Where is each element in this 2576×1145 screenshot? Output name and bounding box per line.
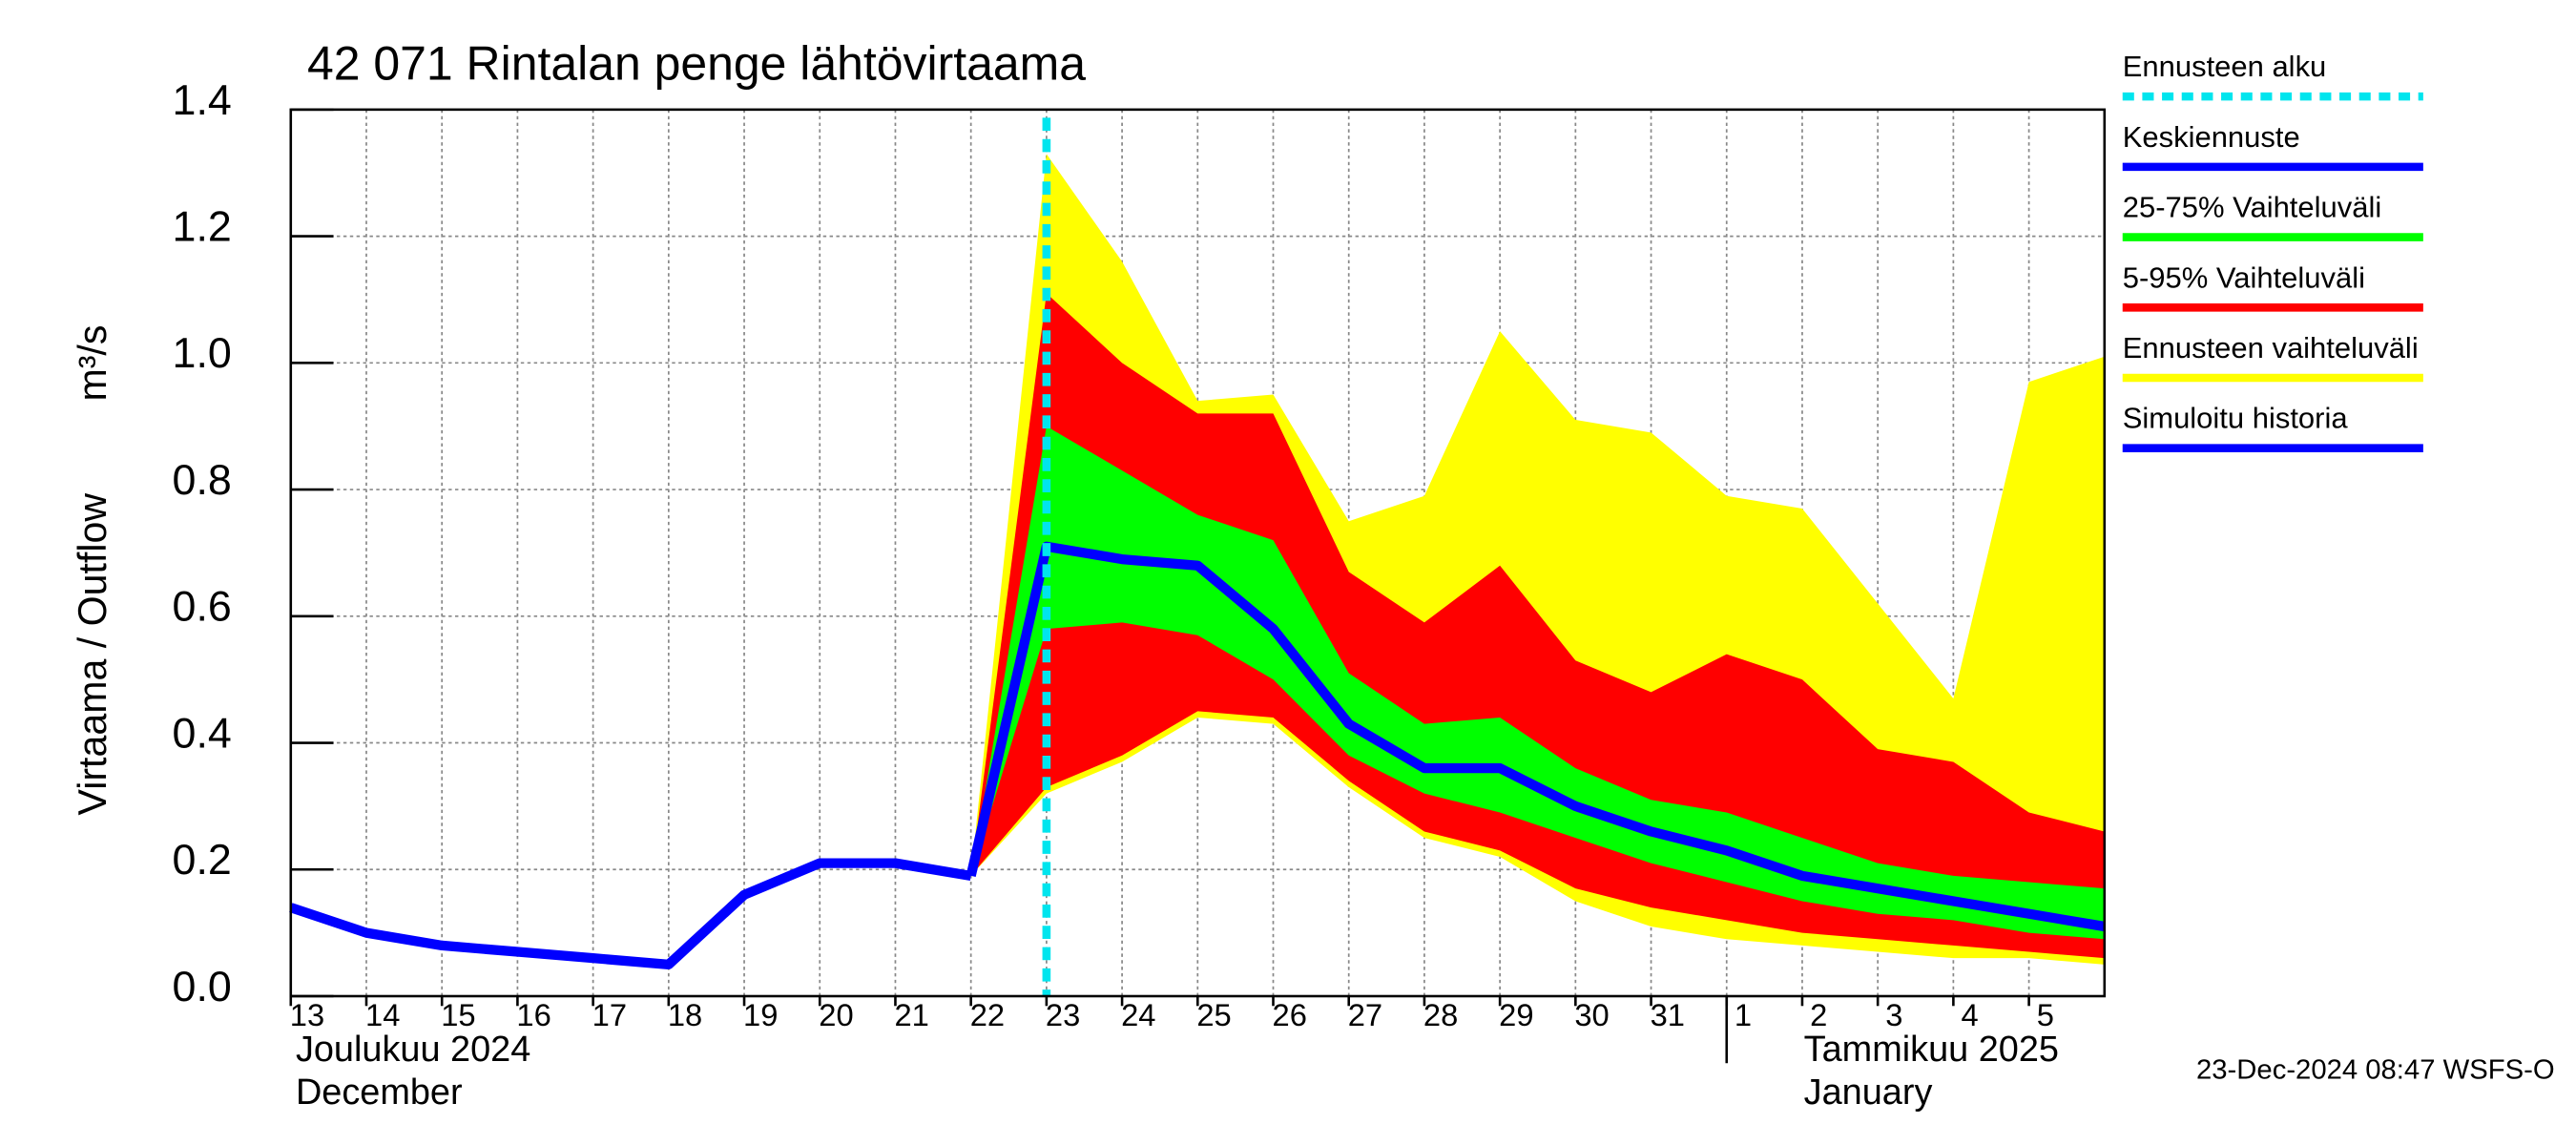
y-tick-label: 0.6 (173, 584, 232, 631)
x-tick-label: 18 (668, 997, 702, 1032)
x-tick-label: 15 (441, 997, 475, 1032)
y-tick-label: 1.0 (173, 330, 232, 377)
x-tick-label: 1 (1735, 997, 1752, 1032)
x-tick-label: 20 (819, 997, 853, 1032)
band (970, 426, 2105, 940)
line (966, 541, 2106, 932)
legend-label: 25-75% Vaihteluväli (2123, 191, 2381, 224)
line (289, 858, 972, 969)
month-label: January (1804, 1072, 1933, 1113)
legend-label: 5-95% Vaihteluväli (2123, 260, 2365, 294)
x-tick-label: 19 (743, 997, 778, 1032)
y-tick-label: 1.4 (173, 77, 232, 124)
x-tick-label: 23 (1046, 997, 1080, 1032)
chart-title: 42 071 Rintalan penge lähtövirtaama (307, 37, 1086, 91)
x-tick-label: 26 (1273, 997, 1307, 1032)
legend-label: Keskiennuste (2123, 120, 2300, 154)
y-tick-label: 0.2 (173, 837, 232, 884)
x-tick-label: 27 (1348, 997, 1382, 1032)
month-label: Tammikuu 2025 (1804, 1030, 2059, 1070)
x-tick-label: 24 (1121, 997, 1155, 1032)
x-tick-label: 29 (1499, 997, 1533, 1032)
month-label: Joulukuu 2024 (296, 1030, 530, 1070)
x-tick-label: 30 (1574, 997, 1609, 1032)
legend-label: Ennusteen vaihteluväli (2123, 331, 2419, 364)
legend-label: Ennusteen alku (2123, 50, 2327, 83)
x-tick-label: 25 (1196, 997, 1231, 1032)
x-tick-label: 5 (2037, 997, 2054, 1032)
x-tick-label: 13 (290, 997, 324, 1032)
y-axis-unit: m³/s (71, 325, 114, 402)
y-tick-label: 0.8 (173, 457, 232, 504)
y-tick-label: 0.4 (173, 711, 232, 758)
x-tick-label: 16 (516, 997, 551, 1032)
x-tick-label: 28 (1423, 997, 1458, 1032)
y-axis-label: Virtaama / Outflow (71, 493, 114, 816)
x-tick-label: 3 (1885, 997, 1902, 1032)
x-tick-label: 4 (1962, 997, 1979, 1032)
x-tick-label: 17 (592, 997, 627, 1032)
x-tick-label: 21 (894, 997, 928, 1032)
plot-frame (289, 108, 2107, 998)
band (970, 293, 2105, 959)
x-tick-label: 22 (970, 997, 1005, 1032)
month-label: December (296, 1072, 463, 1113)
y-tick-label: 1.2 (173, 204, 232, 251)
y-tick-label: 0.0 (173, 964, 232, 1010)
x-tick-label: 31 (1651, 997, 1685, 1032)
legend-label: Simuloitu historia (2123, 402, 2349, 435)
x-tick-label: 2 (1810, 997, 1827, 1032)
footer: 23-Dec-2024 08:47 WSFS-O (2196, 1055, 2555, 1086)
x-tick-label: 14 (365, 997, 400, 1032)
